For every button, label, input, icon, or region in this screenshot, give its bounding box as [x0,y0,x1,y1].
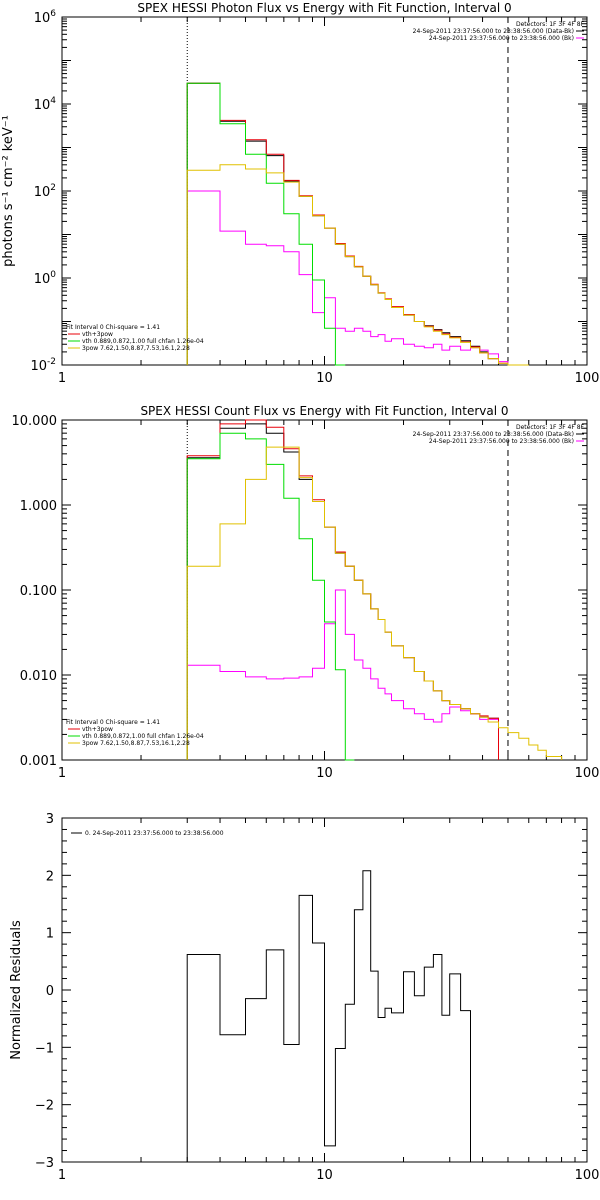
y-tick-label-0-4: 106 [34,9,57,26]
x-tick-label-1-2: 100 [575,766,600,781]
series-line-0-data-bk [186,82,508,366]
y-tick-label-2-4: 1 [46,927,54,942]
y-tick-label-2-6: 3 [46,812,54,827]
legend-bottom-left-0-0: Fit Interval 0 Chi-square = 1.41 [66,324,160,331]
x-tick-label-0-1: 10 [316,371,333,386]
y-tick-label-2-0: −3 [35,1156,54,1171]
legend-bottom-left-1-0: Fit Interval 0 Chi-square = 1.41 [66,719,160,726]
legend-top-right-1-0: Detectors: 1F 3F 4F 8F [516,424,585,431]
x-tick-label-0-0: 1 [58,371,66,386]
x-tick-label-1-0: 1 [58,766,66,781]
chart-title-0: SPEX HESSI Photon Flux vs Energy with Fi… [137,1,511,15]
y-tick-label-1-0: 0.001 [20,754,57,769]
y-tick-label-1-1: 0.010 [20,669,57,684]
legend-top-right-0-1: 24-Sep-2011 23:37:56.000 to 23:38:56.000… [413,28,574,35]
y-tick-label-0-3: 104 [34,96,57,113]
x-tick-label-2-0: 1 [58,1168,66,1183]
y-tick-label-2-1: −2 [35,1099,54,1114]
y-tick-label-1-4: 10.000 [12,414,58,429]
series-line-0-vth [186,82,346,366]
legend-top-right-0-2: 24-Sep-2011 23:37:56.000 to 23:38:56.000… [429,35,574,42]
y-axis-label-0: photons s⁻¹ cm⁻² keV⁻¹ [1,115,16,267]
legend-bottom-left-0-2: vth 0.889,0.872,1.00 full chfan 1.26e-04 [82,338,204,345]
x-tick-label-1-1: 10 [316,766,333,781]
x-tick-label-2-1: 10 [316,1168,333,1183]
legend-bottom-left-1-3: 3pow 7.62,1.50,8.87,7.53,16.1,2.28 [82,740,190,747]
series-line-1-data-bk [186,423,499,760]
y-tick-label-2-5: 2 [46,869,54,884]
y-tick-label-0-0: 10-2 [30,357,56,374]
x-tick-label-2-2: 100 [575,1168,600,1183]
series-line-0-bk [186,190,509,365]
y-tick-label-2-2: −1 [35,1041,54,1056]
legend-bottom-left-1-1: vth+3pow [82,726,113,733]
series-line-1-vth [186,432,355,761]
y-tick-label-1-3: 1.000 [20,499,57,514]
legend-bottom-left-1-2: vth 0.889,0.872,1.00 full chfan 1.26e-04 [82,733,204,740]
y-tick-label-1-2: 0.100 [20,584,57,599]
y-tick-label-0-1: 100 [34,270,57,287]
legend-top-left-2-0: 0. 24-Sep-2011 23:37:56.000 to 23:38:56.… [85,830,224,837]
y-tick-label-0-2: 102 [34,183,56,200]
legend-bottom-left-0-1: vth+3pow [82,331,113,338]
series-line-1-bk [186,589,499,760]
x-tick-label-0-2: 100 [575,371,600,386]
legend-top-right-0-0: Detectors: 1F 3F 4F 8F [516,21,585,28]
series-line-2-0 [186,870,471,1162]
series-line-0-3pow [186,164,529,366]
legend-top-right-1-1: 24-Sep-2011 23:37:56.000 to 23:38:56.000… [413,431,574,438]
legend-bottom-left-0-3: 3pow 7.62,1.50,8.87,7.53,16.1,2.28 [82,345,190,352]
chart-title-1: SPEX HESSI Count Flux vs Energy with Fit… [140,404,508,418]
y-axis-label-2: Normalized Residuals [9,920,24,1060]
series-line-1-3pow [186,446,563,760]
legend-top-right-1-2: 24-Sep-2011 23:37:56.000 to 23:38:56.000… [429,438,574,445]
y-tick-label-2-3: 0 [46,984,54,999]
series-line-0-vth-3pow [186,82,509,365]
